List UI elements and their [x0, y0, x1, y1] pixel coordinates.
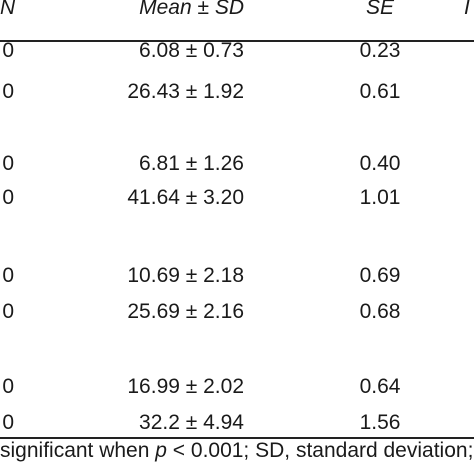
row-n: 0: [2, 152, 14, 175]
row-mean-sd: 25.69 ± 2.16: [127, 300, 244, 323]
table-footnote: significant when p < 0.001; SD, standard…: [0, 439, 474, 463]
row-n: 0: [2, 80, 14, 103]
row-n: 0: [2, 264, 14, 287]
row-mean-sd: 6.08 ± 0.73: [139, 39, 244, 62]
footnote-text-after: < 0.001; SD, standard deviation; S: [166, 439, 474, 462]
row-n: 0: [2, 39, 14, 62]
table-top-rule: [0, 40, 474, 42]
row-n: 0: [2, 375, 14, 398]
row-mean-sd: 32.2 ± 4.94: [139, 411, 244, 434]
header-n: N: [0, 0, 16, 19]
row-se: 0.40: [359, 152, 401, 175]
row-mean-sd: 10.69 ± 2.18: [127, 264, 244, 287]
row-se: 0.69: [359, 264, 401, 287]
row-mean-sd: 26.43 ± 1.92: [127, 80, 244, 103]
footnote-p-symbol: p: [155, 439, 167, 462]
row-se: 1.56: [359, 411, 401, 434]
row-se: 0.61: [359, 80, 401, 103]
row-se: 0.64: [359, 375, 401, 398]
row-mean-sd: 6.81 ± 1.26: [139, 152, 244, 175]
row-se: 0.68: [359, 300, 401, 323]
row-n: 0: [2, 300, 14, 323]
table-bottom-rule: [0, 437, 474, 439]
row-n: 0: [2, 411, 14, 434]
header-se: SE: [365, 0, 394, 19]
footnote-text-before: significant when: [0, 439, 156, 462]
row-mean-sd: 16.99 ± 2.02: [127, 375, 244, 398]
header-partial: I: [464, 0, 470, 19]
row-se: 0.23: [359, 39, 401, 62]
row-se: 1.01: [359, 186, 401, 209]
row-n: 0: [2, 186, 14, 209]
row-mean-sd: 41.64 ± 3.20: [127, 186, 244, 209]
header-mean-sd: Mean ± SD: [139, 0, 244, 19]
